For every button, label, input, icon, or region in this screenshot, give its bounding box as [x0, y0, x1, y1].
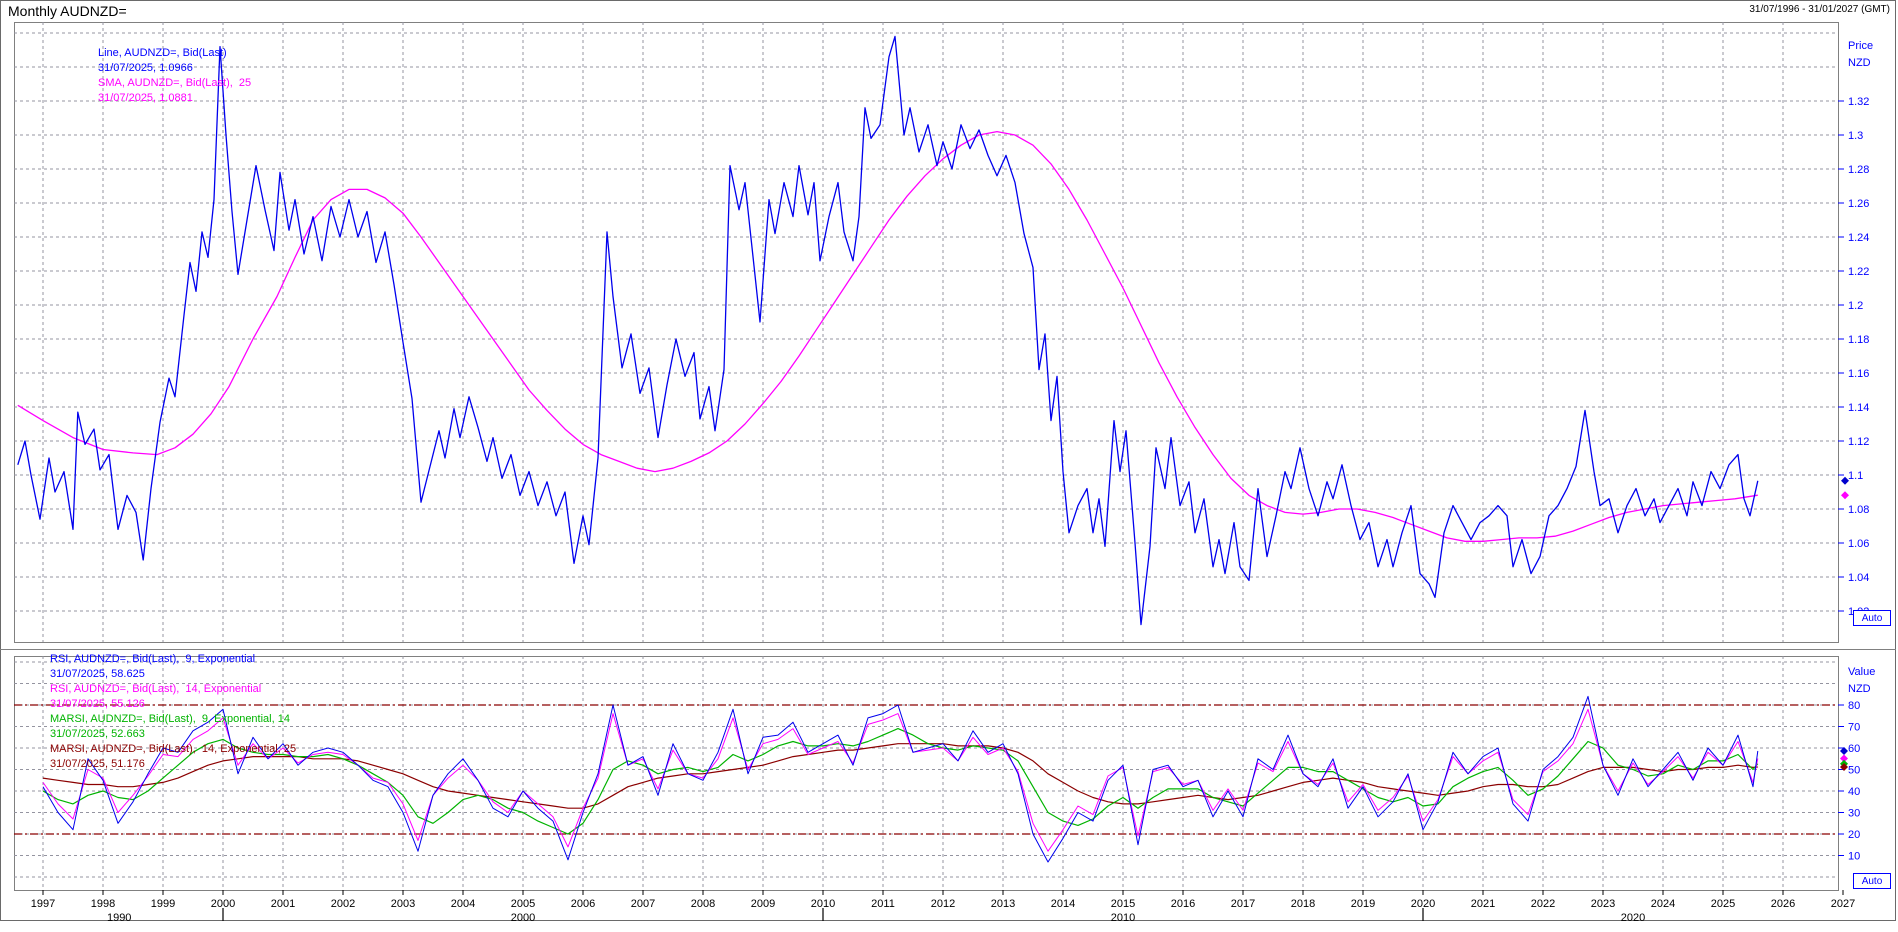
price-line	[17, 35, 1759, 626]
price-tick-label: 1.06	[1848, 538, 1869, 550]
year-label: 2026	[1771, 898, 1795, 910]
sma-line	[17, 130, 1758, 542]
decade-label: 1990	[107, 912, 131, 924]
year-label: 2021	[1471, 898, 1495, 910]
price-last-marker	[1841, 476, 1849, 485]
year-label: 2016	[1171, 898, 1195, 910]
price-tick-label: 1.14	[1848, 402, 1869, 414]
chart-title: Monthly AUDNZD=	[8, 3, 127, 19]
price-tick-label: 1.3	[1848, 130, 1863, 142]
rsi-legend-line: MARSI, AUDNZD=, Bid(Last), 9, Exponentia…	[50, 713, 290, 725]
price-legend-line: SMA, AUDNZD=, Bid(Last), 25	[98, 77, 252, 89]
price-tick-label: 1.22	[1848, 266, 1869, 278]
value-tick-label: 40	[1848, 786, 1860, 798]
price-axis-title-line1: Price	[1848, 40, 1874, 52]
price-tick-label: 1.28	[1848, 164, 1869, 176]
rsi-legend: RSI, AUDNZD=, Bid(Last), 9, Exponential 3…	[50, 652, 296, 772]
price-axis-auto-button[interactable]: Auto	[1853, 610, 1891, 626]
price-tick-label: 1.2	[1848, 300, 1863, 312]
value-tick-label: 20	[1848, 829, 1860, 841]
price-tick-label: 1.12	[1848, 436, 1869, 448]
year-label: 2024	[1651, 898, 1675, 910]
year-label: 2006	[571, 898, 595, 910]
year-label: 2001	[271, 898, 295, 910]
year-label: 2022	[1531, 898, 1555, 910]
price-panel-frame	[14, 22, 1839, 643]
year-label: 2013	[991, 898, 1015, 910]
year-label: 2008	[691, 898, 715, 910]
year-label: 2020	[1411, 898, 1435, 910]
year-label: 1998	[91, 898, 115, 910]
decade-label: 2010	[1111, 912, 1135, 924]
rsi-legend-line: 31/07/2025, 51.176	[50, 758, 145, 770]
year-label: 2007	[631, 898, 655, 910]
year-label: 2014	[1051, 898, 1075, 910]
price-tick-label: 1.08	[1848, 504, 1869, 516]
year-label: 2011	[871, 898, 895, 910]
value-tick-label: 60	[1848, 743, 1860, 755]
year-label: 2027	[1831, 898, 1855, 910]
year-label: 2025	[1711, 898, 1735, 910]
price-tick-label: 1.18	[1848, 334, 1869, 346]
value-tick-label: 50	[1848, 765, 1860, 777]
marsi14-line	[42, 727, 1759, 835]
rsi-legend-line: 31/07/2025, 52.663	[50, 728, 145, 740]
decade-label: 2020	[1621, 912, 1645, 924]
year-label: 2017	[1231, 898, 1255, 910]
year-label: 2004	[451, 898, 475, 910]
value-tick-label: 70	[1848, 722, 1860, 734]
price-legend-line: 31/07/2025, 1.0966	[98, 62, 193, 74]
year-label: 2015	[1111, 898, 1135, 910]
value-tick-label: 10	[1848, 851, 1860, 863]
marsi25-line	[42, 743, 1758, 809]
value-last-marker	[1840, 762, 1848, 771]
price-last-marker	[1841, 491, 1849, 500]
rsi-panel-frame	[14, 656, 1839, 891]
price-tick-label: 1.26	[1848, 198, 1869, 210]
year-label: 1999	[151, 898, 175, 910]
year-label: 2003	[391, 898, 415, 910]
year-label: 2009	[751, 898, 775, 910]
year-label: 2023	[1591, 898, 1615, 910]
value-last-marker	[1840, 754, 1848, 763]
year-label: 2012	[931, 898, 955, 910]
rsi-legend-line: 31/07/2025, 55.126	[50, 698, 145, 710]
rsi9-line	[42, 695, 1759, 863]
year-label: 2018	[1291, 898, 1315, 910]
rsi-legend-line: RSI, AUDNZD=, Bid(Last), 14, Exponential	[50, 683, 262, 695]
year-label: 2019	[1351, 898, 1375, 910]
value-tick-label: 80	[1848, 700, 1860, 712]
price-legend-line: Line, AUDNZD=, Bid(Last)	[98, 47, 227, 59]
value-axis-title-line1: Value	[1848, 666, 1876, 678]
price-axis-title-line2: NZD	[1848, 57, 1871, 69]
rsi-legend-line: RSI, AUDNZD=, Bid(Last), 9, Exponential	[50, 653, 256, 665]
year-label: 2002	[331, 898, 355, 910]
year-label: 2000	[211, 898, 235, 910]
year-label: 1997	[31, 898, 55, 910]
decade-label: 2000	[511, 912, 535, 924]
value-last-marker	[1840, 746, 1848, 755]
price-tick-label: 1.1	[1848, 470, 1863, 482]
rsi-legend-line: MARSI, AUDNZD=, Bid(Last), 14, Exponenti…	[50, 743, 297, 755]
price-tick-label: 1.16	[1848, 368, 1869, 380]
price-tick-label: 1.04	[1848, 572, 1869, 584]
value-axis-title-line2: NZD	[1848, 683, 1871, 695]
price-axis-title: Price NZD	[1848, 38, 1873, 72]
year-label: 2010	[811, 898, 835, 910]
year-label: 2005	[511, 898, 535, 910]
rsi-legend-line: 31/07/2025, 58.625	[50, 668, 145, 680]
price-legend-line: 31/07/2025, 1.0881	[98, 92, 193, 104]
price-tick-label: 1.24	[1848, 232, 1869, 244]
value-tick-label: 30	[1848, 808, 1860, 820]
price-legend: Line, AUDNZD=, Bid(Last) 31/07/2025, 1.09…	[98, 46, 251, 106]
value-axis-title: Value NZD	[1848, 664, 1875, 698]
price-tick-label: 1.32	[1848, 96, 1869, 108]
date-range-label: 31/07/1996 - 31/01/2027 (GMT)	[1749, 4, 1890, 15]
rsi14-line	[42, 708, 1759, 852]
value-axis-auto-button[interactable]: Auto	[1853, 873, 1891, 889]
